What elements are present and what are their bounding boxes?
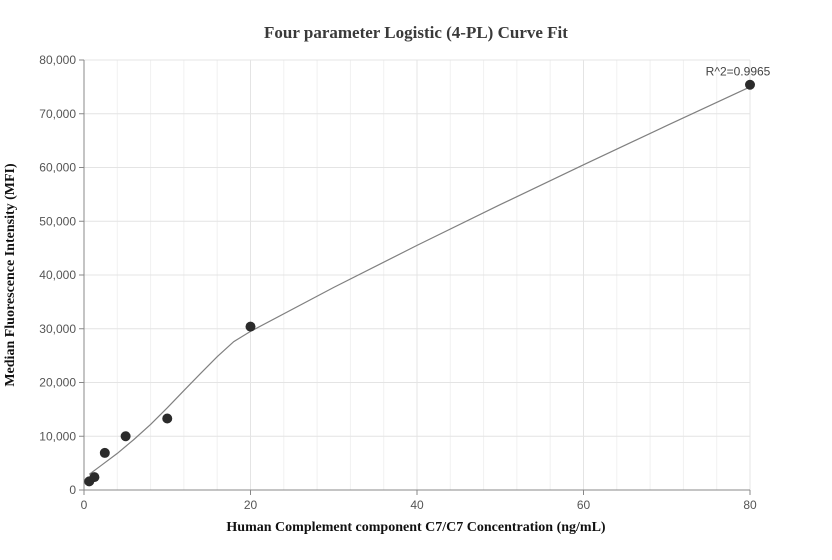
- y-tick-label: 60,000: [39, 161, 76, 175]
- y-axis-ticks: 0 10,000 20,000 30,000 40,000 50,000 60,000 70,…: [39, 53, 84, 497]
- x-tick-label: 40: [410, 498, 424, 512]
- y-tick-label: 50,000: [39, 214, 76, 228]
- data-point: [120, 431, 131, 442]
- y-tick-label: 70,000: [39, 107, 76, 121]
- x-tick-label: 20: [244, 498, 258, 512]
- data-point: [89, 472, 100, 483]
- x-axis-title: Human Complement component C7/C7 Concent…: [226, 520, 605, 535]
- y-tick-label: 20,000: [39, 376, 76, 390]
- y-tick-label: 40,000: [39, 268, 76, 282]
- data-point: [99, 447, 110, 458]
- y-tick-label: 30,000: [39, 322, 76, 336]
- data-point: [245, 321, 256, 332]
- data-point: [162, 413, 173, 424]
- y-tick-label: 10,000: [39, 429, 76, 443]
- x-tick-label: 0: [81, 498, 88, 512]
- chart-title: Four parameter Logistic (4-PL) Curve Fit: [264, 23, 568, 42]
- r-squared-annotation: R^2=0.9965: [706, 65, 771, 79]
- x-axis-ticks: 0 20 40 60 80: [81, 490, 757, 512]
- data-point: [745, 79, 755, 90]
- y-axis-title: Median Fluorescence Intensity (MFI): [3, 163, 18, 387]
- grid: [83, 59, 751, 491]
- y-tick-label: 0: [69, 483, 76, 497]
- plot-marks: [84, 79, 755, 487]
- y-tick-label: 80,000: [39, 53, 76, 67]
- x-tick-label: 80: [743, 498, 757, 512]
- fit-curve-line: [88, 86, 751, 475]
- x-tick-label: 60: [577, 498, 591, 512]
